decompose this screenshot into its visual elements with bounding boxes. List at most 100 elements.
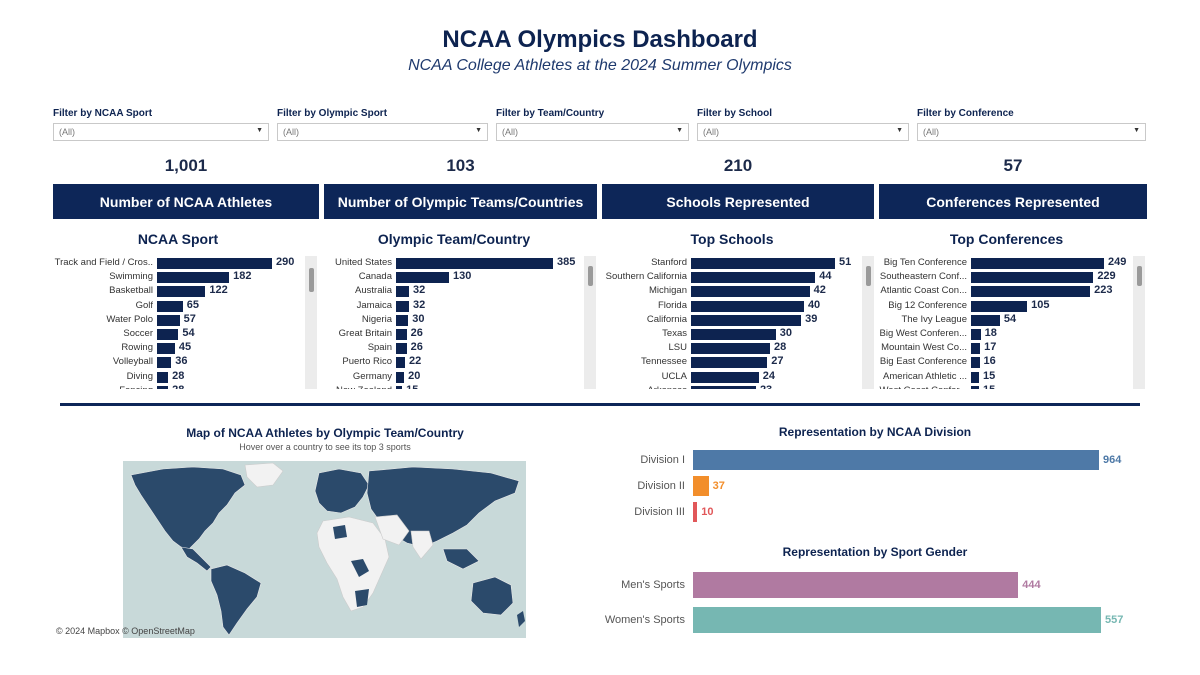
- bar[interactable]: [691, 329, 776, 340]
- bar[interactable]: [396, 314, 409, 326]
- bar[interactable]: [691, 286, 810, 298]
- bar-row[interactable]: Fencing 28: [53, 384, 303, 389]
- bar[interactable]: [396, 300, 410, 312]
- scroll-thumb[interactable]: [866, 266, 871, 286]
- bar-row[interactable]: Soccer 54: [53, 327, 303, 341]
- bar[interactable]: [396, 385, 403, 389]
- top-conferences-scrollbar[interactable]: [1133, 256, 1145, 389]
- bar[interactable]: [971, 314, 1000, 326]
- bar[interactable]: [971, 300, 1028, 312]
- bar-row[interactable]: Big Ten Conference 249: [879, 256, 1131, 270]
- southeast-asia[interactable]: [442, 548, 480, 570]
- bar[interactable]: [691, 371, 759, 383]
- bar[interactable]: [157, 286, 206, 298]
- bar[interactable]: [971, 357, 980, 369]
- bar[interactable]: [971, 272, 1094, 284]
- bar[interactable]: [396, 258, 553, 269]
- bar[interactable]: [691, 258, 835, 269]
- bar-row[interactable]: Swimming 182: [53, 270, 303, 284]
- bar[interactable]: [971, 385, 979, 389]
- bar-row[interactable]: Great Britain 26: [324, 327, 582, 341]
- bar[interactable]: [691, 343, 771, 355]
- australia[interactable]: [470, 576, 514, 616]
- bar[interactable]: [971, 371, 979, 383]
- bar-row[interactable]: Golf 65: [53, 299, 303, 313]
- bar[interactable]: [691, 357, 768, 369]
- bar[interactable]: [693, 607, 1101, 633]
- scroll-thumb[interactable]: [1137, 266, 1142, 286]
- bar-row[interactable]: LSU 28: [602, 341, 860, 355]
- bar-row[interactable]: Mountain West Co... 17: [879, 341, 1131, 355]
- bar[interactable]: [157, 357, 172, 369]
- bar-row[interactable]: Germany 20: [324, 370, 582, 384]
- bar[interactable]: [691, 300, 804, 312]
- bar-row[interactable]: Big West Conferen... 18: [879, 327, 1131, 341]
- north-america[interactable]: [130, 466, 246, 552]
- bar-row[interactable]: American Athletic ... 15: [879, 370, 1131, 384]
- bar-row[interactable]: Canada 130: [324, 270, 582, 284]
- bar-row[interactable]: Puerto Rico 22: [324, 355, 582, 369]
- ncaa-sport-scrollbar[interactable]: [305, 256, 317, 389]
- bar-row[interactable]: Michigan 42: [602, 284, 860, 298]
- filter-olympic-sport-select[interactable]: (All) ▼: [277, 123, 488, 141]
- bar-row[interactable]: Spain 26: [324, 341, 582, 355]
- bar-row[interactable]: UCLA 24: [602, 370, 860, 384]
- bar[interactable]: [157, 329, 179, 340]
- bar[interactable]: [396, 272, 449, 284]
- new-zealand[interactable]: [517, 611, 525, 627]
- bar-row[interactable]: Volleyball 36: [53, 355, 303, 369]
- bar[interactable]: [396, 343, 407, 355]
- olympic-team-scrollbar[interactable]: [584, 256, 596, 389]
- bar[interactable]: [693, 476, 709, 496]
- bar[interactable]: [691, 385, 756, 389]
- top-schools-scrollbar[interactable]: [862, 256, 874, 389]
- bar[interactable]: [157, 300, 183, 312]
- filter-team-country-select[interactable]: (All) ▼: [496, 123, 689, 141]
- bar-row[interactable]: Nigeria 30: [324, 313, 582, 327]
- bar-row[interactable]: California 39: [602, 313, 860, 327]
- bar-row[interactable]: Southern California 44: [602, 270, 860, 284]
- bar[interactable]: [691, 314, 802, 326]
- greenland[interactable]: [244, 462, 284, 488]
- bar-row[interactable]: Australia 32: [324, 284, 582, 298]
- bar-row[interactable]: Big East Conference 16: [879, 355, 1131, 369]
- bar[interactable]: [157, 258, 272, 269]
- bar[interactable]: [396, 286, 410, 298]
- bar-row[interactable]: Diving 28: [53, 370, 303, 384]
- filter-conference-select[interactable]: (All) ▼: [917, 123, 1146, 141]
- africa-team[interactable]: [355, 589, 369, 607]
- bar-row[interactable]: The Ivy League 54: [879, 313, 1131, 327]
- south-america[interactable]: [210, 564, 262, 636]
- filter-school-select[interactable]: (All) ▼: [697, 123, 909, 141]
- bar[interactable]: [157, 314, 180, 326]
- africa-team[interactable]: [333, 525, 347, 539]
- india[interactable]: [410, 530, 434, 560]
- bar-row[interactable]: West Coast Confer... 15: [879, 384, 1131, 389]
- map-credit[interactable]: © 2024 Mapbox © OpenStreetMap: [56, 626, 195, 636]
- bar-row[interactable]: Track and Field / Cros.. 290: [53, 256, 303, 270]
- bar[interactable]: [971, 343, 981, 355]
- bar[interactable]: [971, 286, 1091, 298]
- bar[interactable]: [971, 329, 981, 340]
- africa-team[interactable]: [351, 559, 369, 577]
- filter-ncaa-sport-select[interactable]: (All) ▼: [53, 123, 269, 141]
- bar[interactable]: [396, 371, 405, 383]
- europe[interactable]: [314, 468, 370, 514]
- bar-row[interactable]: Water Polo 57: [53, 313, 303, 327]
- bar[interactable]: [157, 343, 175, 355]
- bar[interactable]: [971, 258, 1104, 269]
- bar[interactable]: [693, 572, 1019, 598]
- bar-row[interactable]: Atlantic Coast Con... 223: [879, 284, 1131, 298]
- world-map[interactable]: [123, 461, 526, 638]
- bar[interactable]: [693, 450, 1099, 470]
- bar-row[interactable]: New Zealand 15: [324, 384, 582, 389]
- bar[interactable]: [691, 272, 816, 284]
- bar-row[interactable]: Florida 40: [602, 299, 860, 313]
- scroll-thumb[interactable]: [309, 268, 314, 292]
- scroll-thumb[interactable]: [588, 266, 593, 286]
- bar-row[interactable]: Jamaica 32: [324, 299, 582, 313]
- bar-row[interactable]: United States 385: [324, 256, 582, 270]
- bar[interactable]: [396, 357, 405, 369]
- bar-row[interactable]: Big 12 Conference 105: [879, 299, 1131, 313]
- bar-row[interactable]: Texas 30: [602, 327, 860, 341]
